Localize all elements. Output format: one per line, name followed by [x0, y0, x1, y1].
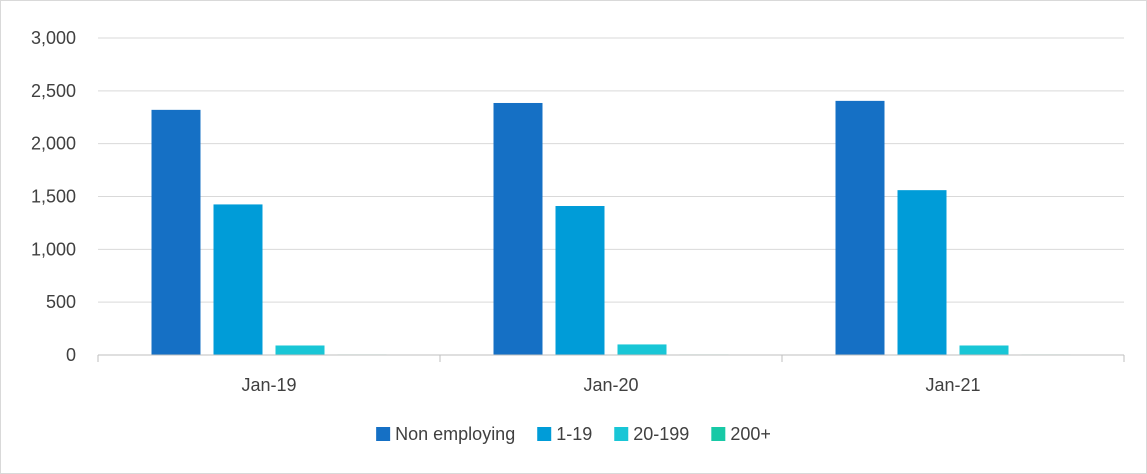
y-axis-tick-labels: 0 500 1,000 1,500 2,000 2,500 3,000	[31, 28, 76, 365]
bar-1-19-jan-21	[897, 190, 947, 355]
x-axis	[97, 354, 1125, 362]
y-tick-label: 0	[66, 345, 76, 365]
legend-swatch	[537, 427, 552, 441]
bar-non-employing-jan-19	[151, 109, 201, 355]
legend-label: 200+	[730, 424, 771, 444]
y-tick-label: 1,500	[31, 187, 76, 207]
y-tick-label: 2,500	[31, 81, 76, 101]
legend-swatch	[711, 427, 726, 441]
y-tick-label: 3,000	[31, 28, 76, 48]
bars	[151, 100, 1071, 355]
y-tick-label: 1,000	[31, 239, 76, 259]
legend-label: Non employing	[395, 424, 515, 444]
legend: Non employing 1-19 20-199 200+	[376, 424, 771, 444]
x-axis-tick-labels: Jan-19 Jan-20 Jan-21	[241, 375, 980, 395]
legend-swatch	[376, 427, 391, 441]
bar-1-19-jan-19	[213, 204, 263, 355]
bar-20-199-jan-20	[617, 344, 667, 355]
legend-item-20-199: 20-199	[614, 424, 689, 444]
legend-item-non-employing: Non employing	[376, 424, 515, 444]
y-tick-label: 500	[46, 292, 76, 312]
x-tick-label: Jan-21	[925, 375, 980, 395]
x-tick-label: Jan-20	[583, 375, 638, 395]
legend-item-200-: 200+	[711, 424, 771, 444]
legend-swatch	[614, 427, 629, 441]
gridlines	[98, 37, 1124, 303]
bar-1-19-jan-20	[555, 206, 605, 355]
x-tick-label: Jan-19	[241, 375, 296, 395]
legend-item-1-19: 1-19	[537, 424, 592, 444]
bar-non-employing-jan-20	[493, 102, 543, 355]
y-tick-label: 2,000	[31, 134, 76, 154]
bar-20-199-jan-21	[959, 345, 1009, 355]
bar-20-199-jan-19	[275, 345, 325, 355]
bar-non-employing-jan-21	[835, 100, 885, 355]
legend-label: 20-199	[633, 424, 689, 444]
legend-label: 1-19	[556, 424, 592, 444]
